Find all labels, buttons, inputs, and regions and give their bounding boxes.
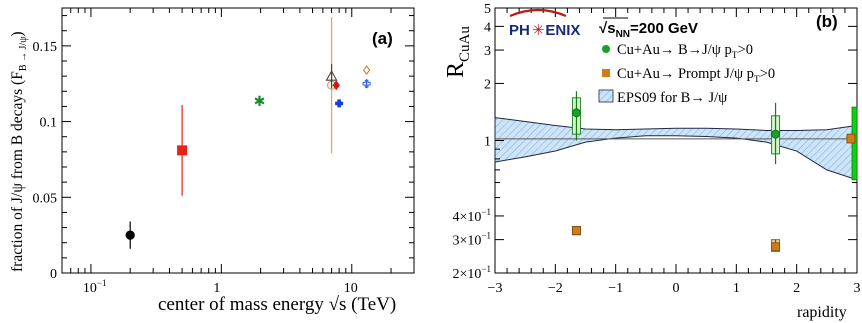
y-tick-label: 3×10−1 (453, 231, 491, 249)
legend-entry-text: Cu+Au→ B→J/ψ p (617, 42, 732, 58)
prompt-global-box (846, 133, 856, 144)
point-square (177, 145, 188, 156)
x-tick-label: 0 (673, 281, 680, 296)
point-circle (771, 129, 780, 139)
point-circle (572, 108, 581, 118)
y-tick-label-base: 5 (484, 2, 491, 17)
y-tick-label: 1 (484, 135, 491, 150)
legend-entry-sub: T (732, 51, 738, 61)
y-tick-label-base: 3×10 (453, 234, 482, 249)
point-cross (362, 79, 371, 88)
legend-marker-circle (602, 45, 610, 53)
panel-b-legend: Cu+Au→ B→J/ψ pT>0Cu+Au→ Prompt J/ψ pT>0E… (598, 42, 775, 106)
panel-b-ylabel: RCuAu (443, 26, 473, 78)
x-tick-label-base: 10 (344, 281, 358, 296)
y-tick-label: 0.05 (33, 191, 58, 206)
panel-b-xlabel: rapidity (797, 304, 847, 321)
y-tick-label-base: 4×10 (453, 210, 482, 225)
panel-a-label: (a) (372, 29, 393, 48)
y-tick-label-base: 2×10 (453, 267, 482, 282)
y-tick-label: 0.1 (40, 116, 58, 131)
point-square (572, 226, 581, 235)
point-triangle (325, 70, 338, 81)
point-circle (125, 230, 135, 240)
x-tick-label: −2 (548, 281, 563, 296)
y-tick-label: 5 (484, 2, 491, 17)
x-tick-label: −1 (608, 281, 623, 296)
legend-entry-text: EPS09 for B→ J/ψ (617, 90, 727, 106)
y-tick-label-base: 4 (484, 20, 491, 35)
panel-a-frame (61, 7, 415, 274)
phenix-logo-arc (509, 8, 567, 18)
panel-a-ylabel: fraction of J/ψ from B decays (FB → J/ψ) (9, 31, 29, 272)
global-uncertainty-box (851, 106, 858, 181)
legend-entry-tail: >0 (738, 42, 753, 58)
legend-entry: Cu+Au→ B→J/ψ pT>0 (617, 42, 753, 61)
eps09-band-area (494, 117, 858, 181)
y-tick-label: 4×10−1 (453, 207, 491, 225)
y-tick-label: 0 (50, 267, 57, 282)
energy-label: √sNN=200 GeV (599, 20, 698, 40)
y-tick-label: 2 (484, 77, 491, 92)
panel-b-points (571, 91, 858, 252)
x-tick-label: 1 (213, 281, 220, 296)
eps09-band (494, 117, 858, 181)
x-tick-label: 10 (344, 281, 358, 296)
y-tick-label-base: 2 (484, 77, 491, 92)
y-tick-label: 0.15 (33, 40, 58, 55)
x-tick-label: 10−1 (83, 278, 107, 296)
panel-b-label: (b) (816, 12, 838, 31)
y-tick-label-base: 3 (484, 44, 491, 59)
point-cross (335, 99, 344, 108)
x-tick-label: 3 (854, 281, 861, 296)
y-tick-label: 2×10−1 (453, 264, 491, 282)
y-tick-label-exp: −1 (481, 207, 491, 217)
legend-marker-band (598, 89, 614, 103)
x-tick-label-base: 10 (83, 281, 97, 296)
y-tick-label-exp: −1 (481, 231, 491, 241)
y-tick-label: 3 (484, 44, 491, 59)
point-square (771, 242, 780, 252)
x-tick-label: −3 (488, 281, 503, 296)
point-diamond (362, 65, 371, 76)
x-tick-label-base: 1 (213, 281, 220, 296)
point-diamond (332, 80, 340, 91)
legend-entry-tail: >0 (760, 66, 775, 82)
legend-entry: EPS09 for B→ J/ψ (617, 90, 727, 106)
y-tick-label-exp: −1 (481, 264, 491, 274)
x-tick-label: 2 (793, 281, 800, 296)
panel-a-points: ✱ (125, 17, 371, 249)
legend-entry-text: Cu+Au→ Prompt J/ψ p (617, 66, 754, 82)
y-tick-label: 4 (484, 20, 491, 35)
panel-a-xlabel: center of mass energy √s (TeV) (158, 294, 396, 315)
x-tick-label-exp: −1 (97, 278, 107, 288)
y-tick-label-base: 1 (484, 135, 491, 150)
phenix-logo: PH ✳ENIX (509, 8, 580, 39)
legend-entry-sub: T (754, 75, 760, 85)
legend-marker-square (602, 69, 610, 77)
point-star: ✱ (254, 95, 266, 110)
phenix-logo-text: PH ✳ENIX (509, 22, 580, 39)
x-tick-label: 1 (733, 281, 740, 296)
legend-entry: Cu+Au→ Prompt J/ψ pT>0 (617, 66, 775, 85)
